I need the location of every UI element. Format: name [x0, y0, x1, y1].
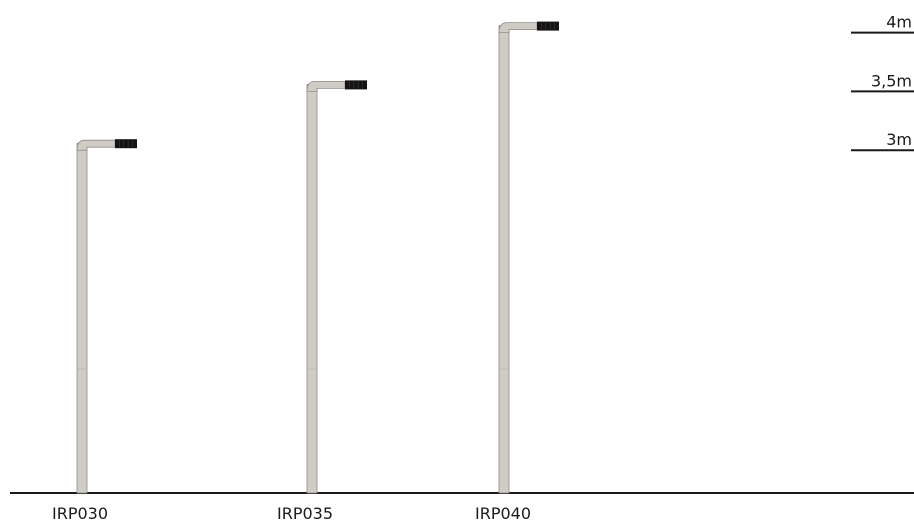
- pole-shaft: [498, 25, 510, 494]
- pole-model-label: IRP035: [277, 504, 333, 523]
- poles: IRP030 IRP035 IRP040: [52, 21, 559, 523]
- pole-arm: [498, 22, 538, 33]
- pole-arm: [76, 139, 116, 151]
- height-reference-label: 3m: [886, 130, 912, 149]
- height-scale: 4m 3,5m 3m: [851, 13, 914, 152]
- luminaire-head: [345, 80, 367, 90]
- pole-shaft: [76, 142, 88, 494]
- height-reference-label: 4m: [886, 13, 912, 32]
- pole-arm: [306, 81, 346, 92]
- luminaire-head: [115, 139, 137, 149]
- lamp-pole: IRP035: [277, 80, 367, 523]
- lamp-pole: IRP030: [52, 139, 137, 523]
- pole-model-label: IRP030: [52, 504, 108, 523]
- lamp-pole: IRP040: [475, 21, 559, 523]
- height-reference-label: 3,5m: [871, 71, 912, 90]
- pole-shaft: [306, 84, 318, 494]
- pole-model-label: IRP040: [475, 504, 531, 523]
- luminaire-head: [537, 21, 559, 31]
